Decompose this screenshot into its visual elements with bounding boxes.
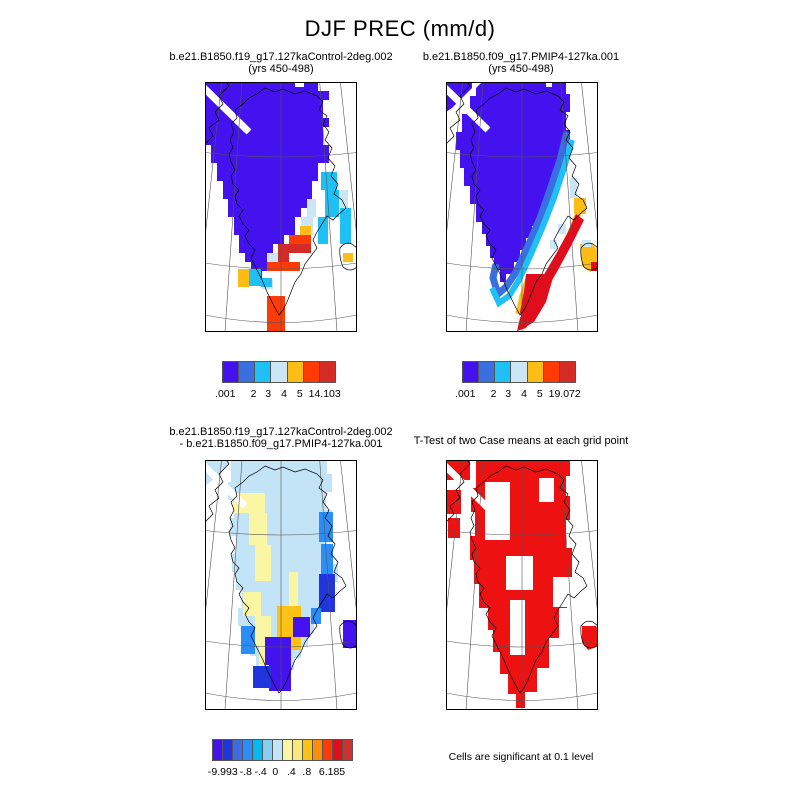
colorbar-labels: -9.993 -.8 -.4 0 .4 .8 6.185 [208, 766, 353, 781]
colorbar-label: 4 [281, 388, 287, 400]
graticule [435, 81, 609, 333]
colorbar-cell [558, 361, 576, 383]
colorbar-cells [222, 361, 336, 383]
colorbar-label: -.4 [254, 766, 267, 778]
colorbar-bottom-left: -9.993 -.8 -.4 0 .4 .8 6.185 [208, 739, 353, 781]
colorbar-cell [254, 361, 272, 383]
colorbar-label: -.8 [239, 766, 253, 778]
colorbar-label: .001 [215, 388, 236, 400]
map-svg-pmip4 [435, 79, 609, 333]
colorbar-cell [286, 361, 304, 383]
colorbar-label: 14.103 [308, 388, 341, 400]
map-frame [205, 82, 357, 332]
map-frame [446, 460, 598, 710]
colorbar-top-right: .001 2 3 4 5 19.072 [455, 361, 581, 403]
case-name: b.e21.B1850.f19_g17.127kaControl-2deg.00… [169, 51, 393, 63]
colorbar-cells [462, 361, 576, 383]
colorbar-label: -9.993 [207, 766, 238, 778]
colorbar-label: 4 [521, 388, 527, 400]
significance-caption: Cells are significant at 0.1 level [448, 751, 594, 763]
years-range: (yrs 450-498) [488, 62, 554, 75]
colorbar-cell [302, 361, 320, 383]
colorbar-cells [212, 739, 353, 761]
colorbar-cell [238, 361, 256, 383]
colorbar-label: 0 [272, 766, 279, 778]
map-panel-pmip4 [435, 79, 609, 333]
colorbar-label: 3 [265, 388, 272, 400]
colorbar-label: 3 [505, 388, 512, 400]
graticule [435, 459, 609, 711]
colorbar-label: 6.185 [318, 766, 346, 778]
colorbar-cell [270, 361, 288, 383]
colorbar-cell [510, 361, 528, 383]
case-name-2: - b.e21.B1850.f09_g17.PMIP4-127ka.001 [179, 437, 383, 450]
map-panel-difference [194, 457, 368, 711]
colorbar-label: .001 [455, 388, 476, 400]
colorbar-cell [342, 739, 353, 761]
case-name: b.e21.B1850.f09_g17.PMIP4-127ka.001 [422, 51, 620, 63]
panel-title-bottom-left: b.e21.B1850.f19_g17.127kaControl-2deg.00… [131, 426, 431, 450]
colorbar-label: .8 [302, 766, 312, 778]
panel-title-top-left: b.e21.B1850.f19_g17.127kaControl-2deg.00… [131, 51, 431, 75]
years-range: (yrs 450-498) [248, 62, 314, 75]
colorbar-label: .4 [287, 766, 296, 778]
map-svg-ttest [435, 457, 609, 711]
coastline [443, 457, 599, 694]
colorbar-cell [462, 361, 480, 383]
figure-title: DJF PREC (mm/d) [304, 16, 496, 41]
colorbar-labels: .001 2 3 4 5 19.072 [455, 388, 581, 403]
map-svg-difference [194, 457, 368, 711]
map-panel-control [194, 79, 368, 333]
colorbar-label: 2 [250, 388, 257, 400]
map-panel-ttest [435, 457, 609, 711]
colorbar-top-left: .001 2 3 4 5 14.103 [215, 361, 341, 403]
panel-title-top-right: b.e21.B1850.f09_g17.PMIP4-127ka.001 (yrs… [371, 51, 671, 75]
case-name: b.e21.B1850.f19_g17.127kaControl-2deg.00… [169, 426, 393, 438]
colorbar-cell [526, 361, 544, 383]
map-svg-control [194, 79, 368, 333]
colorbar-cell [318, 361, 336, 383]
map-frame [446, 82, 598, 332]
colorbar-cell [542, 361, 560, 383]
panel-title-bottom-right: T-Test of two Case means at each grid po… [413, 435, 629, 447]
colorbar-label: 5 [536, 388, 543, 400]
coastline [443, 79, 599, 316]
colorbar-cell [494, 361, 512, 383]
coastline [202, 457, 358, 694]
colorbar-cell [222, 361, 240, 383]
colorbar-cell [478, 361, 496, 383]
colorbar-label: 5 [296, 388, 303, 400]
graticule [194, 81, 368, 333]
colorbar-labels: .001 2 3 4 5 14.103 [215, 388, 341, 403]
colorbar-label: 19.072 [548, 388, 581, 400]
map-frame [205, 460, 357, 710]
colorbar-label: 2 [490, 388, 497, 400]
coastline [202, 79, 358, 316]
